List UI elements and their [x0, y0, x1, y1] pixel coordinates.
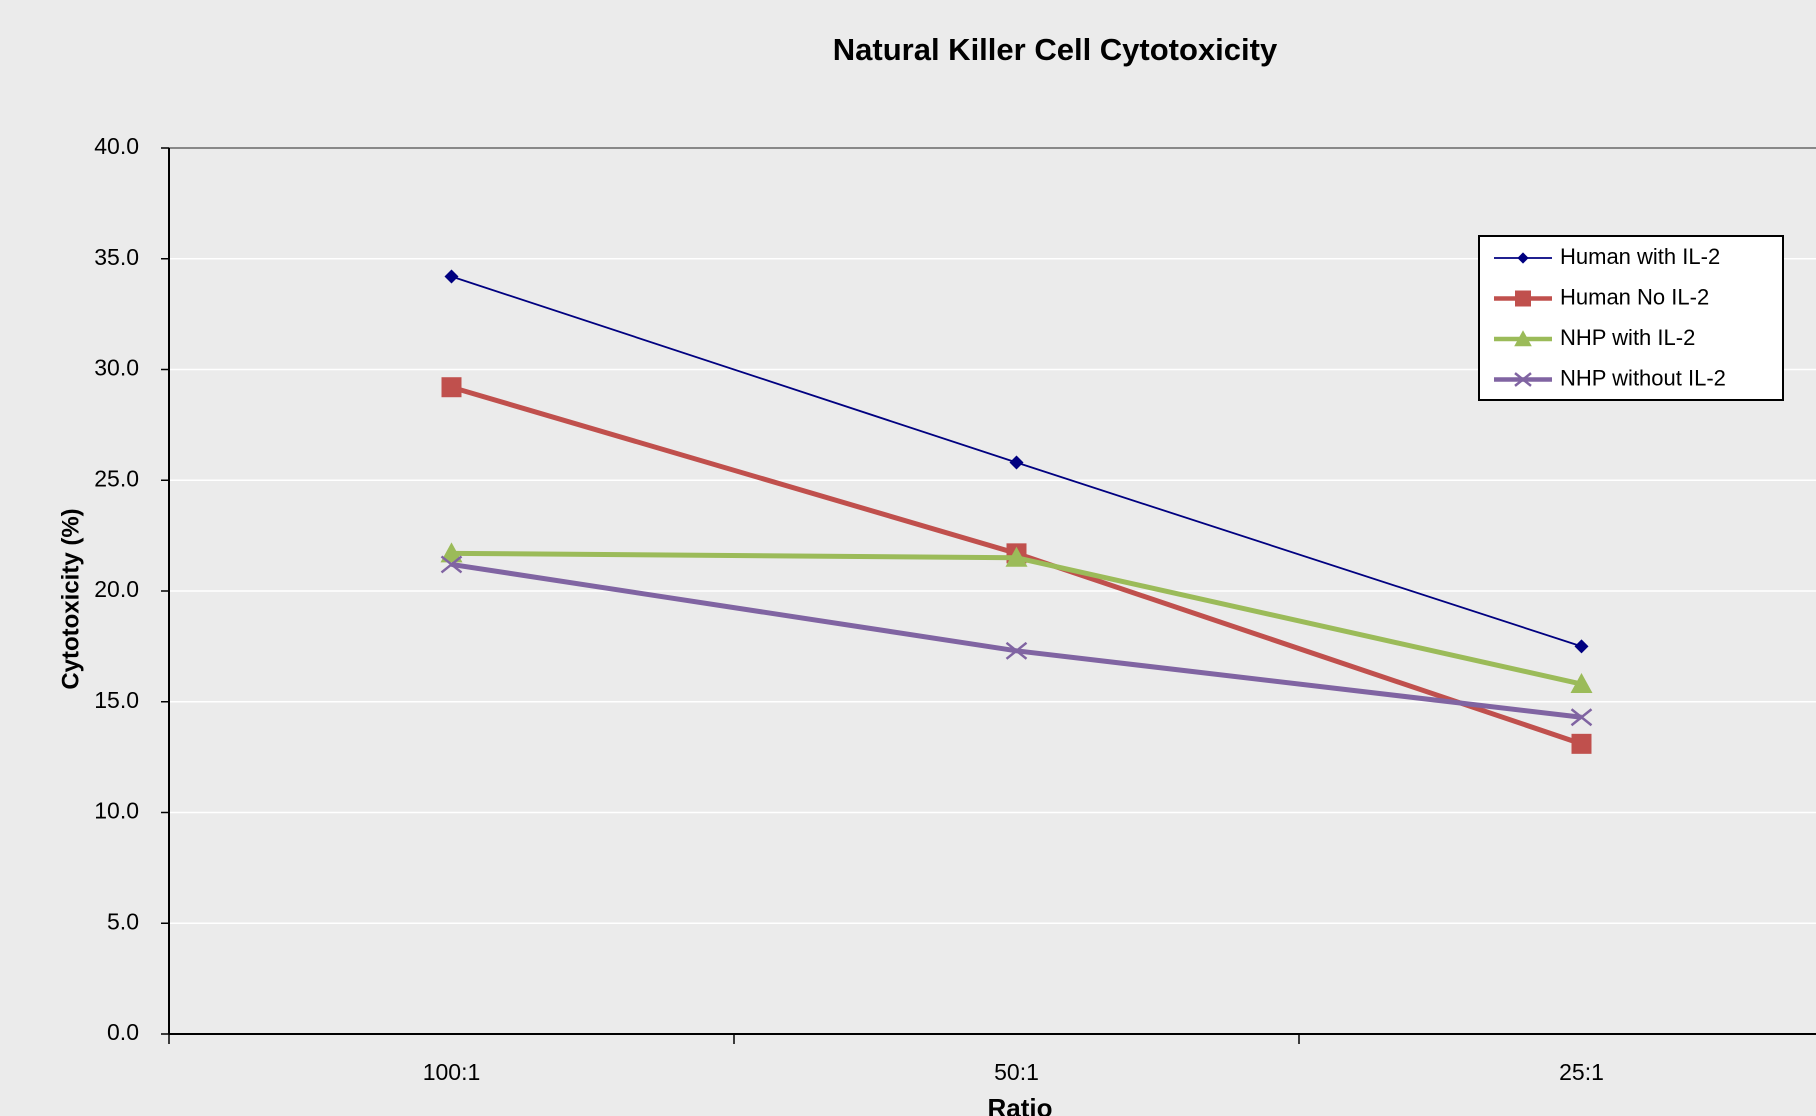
legend-label: NHP with IL-2 — [1560, 325, 1695, 350]
marker — [1574, 639, 1589, 654]
marker — [440, 542, 463, 563]
legend-marker — [1515, 290, 1531, 307]
legend-marker — [1514, 330, 1532, 347]
x-tick-label: 25:1 — [1559, 1059, 1604, 1085]
legend-label: Human No IL-2 — [1560, 284, 1709, 309]
y-tick-label: 40.0 — [94, 133, 139, 159]
y-tick-label: 10.0 — [94, 798, 139, 824]
marker — [440, 555, 463, 574]
legend-label: Human with IL-2 — [1560, 244, 1720, 269]
marker — [441, 377, 462, 398]
x-axis-label: Ratio — [988, 1093, 1053, 1116]
marker — [444, 269, 459, 284]
legend: Human with IL-2 Human No IL-2 NHP with IL-… — [1478, 235, 1784, 401]
chart-title: Natural Killer Cell Cytotoxicity — [833, 32, 1278, 67]
marker — [1515, 290, 1531, 307]
x-tick-label: 50:1 — [994, 1059, 1039, 1085]
marker — [1570, 673, 1593, 694]
y-tick-label: 20.0 — [94, 576, 139, 602]
marker — [1570, 708, 1593, 727]
marker — [1514, 330, 1532, 347]
legend-marker — [1517, 252, 1529, 264]
y-tick-label: 30.0 — [94, 355, 139, 381]
y-tick-label: 5.0 — [107, 908, 139, 934]
marker — [1571, 733, 1592, 754]
y-axis-label: Cytotoxicity (%) — [57, 508, 84, 689]
marker — [1514, 372, 1532, 387]
marker — [1009, 455, 1024, 470]
marker — [1005, 546, 1028, 567]
y-tick-label: 35.0 — [94, 244, 139, 270]
marker — [1517, 252, 1529, 264]
x-tick-label: 100:1 — [423, 1059, 481, 1085]
legend-marker — [1514, 372, 1532, 387]
y-tick-label: 25.0 — [94, 465, 139, 491]
y-tick-label: 15.0 — [94, 687, 139, 713]
legend-label: NHP without IL-2 — [1560, 365, 1726, 390]
marker — [1005, 641, 1028, 660]
y-tick-label: 0.0 — [107, 1019, 139, 1045]
